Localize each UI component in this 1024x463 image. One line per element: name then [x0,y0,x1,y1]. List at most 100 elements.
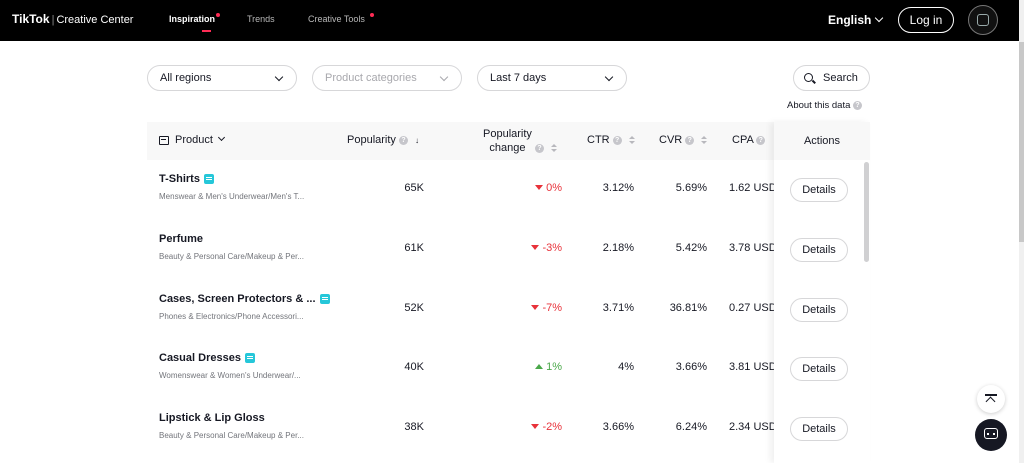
arrow-up-icon [535,363,544,369]
login-button[interactable]: Log in [898,7,954,33]
question-icon: ? [685,135,695,145]
product-name-text: Casual Dresses [159,352,241,364]
sort-down-icon: ↓ [415,135,420,145]
region-select[interactable]: All regions [147,65,297,91]
popularity-change-text: -2% [542,421,562,433]
arrow-down-icon [531,423,540,429]
product-category: Womenswear & Women's Underwear/... [159,371,301,380]
popularity-value: 52K [404,302,424,314]
ctr-value: 2.18% [602,242,634,254]
question-icon: ? [756,135,766,145]
cvr-value: 36.81% [669,302,707,314]
cvr-header-label: CVR [659,134,683,146]
creative-tools-notification-dot [370,13,374,17]
product-icon [159,135,169,145]
popularity-change-value: -3% [512,242,562,254]
cvr-value: 6.24% [675,421,707,433]
popularity-column-header[interactable]: Popularity ? ↓ [347,134,419,146]
cvr-column-header[interactable]: CVR ? [659,134,708,146]
ctr-column-header[interactable]: CTR ? [587,134,635,146]
period-select-value: Last 7 days [490,72,547,84]
cpa-value: 2.34 USD [729,421,774,433]
arrow-down-icon [531,304,540,310]
popularity-change-column-header[interactable]: Popularity change ? [483,127,558,155]
product-column-header[interactable]: Product [159,133,225,146]
sort-icon [551,143,558,153]
inspiration-notification-dot [216,13,220,17]
cpa-column-header[interactable]: CPA ? [732,134,766,146]
nav-link-inspiration[interactable]: Inspiration [169,14,216,24]
chevron-down-icon [274,72,284,82]
ctr-header-label: CTR [587,134,610,146]
details-button[interactable]: Details [790,298,848,322]
popularity-change-text: 0% [546,182,562,194]
table-row[interactable]: T-Shirts Menswear & Men's Underwear/Men's… [147,160,774,220]
table-scrollbar[interactable] [864,162,869,262]
page-scrollbar-thumb[interactable] [1019,42,1024,242]
sort-icon [628,135,635,145]
popularity-value: 38K [404,421,424,433]
chevron-down-icon [604,72,614,82]
table-header: Product Popularity ? ↓ Popularity change… [147,122,870,160]
popularity-change-header-label: Popularity [483,128,532,140]
popularity-change-value: -2% [512,421,562,433]
cvr-value: 5.69% [675,182,707,194]
table-row[interactable]: Lipstick & Lip Gloss Beauty & Personal Ca… [147,399,774,459]
actions-column: Actions [774,122,870,463]
details-button[interactable]: Details [790,178,848,202]
arrow-down-icon [531,244,540,250]
search-button[interactable]: Search [793,65,870,91]
brand-sub: Creative Center [56,14,134,26]
chevron-down-icon [439,72,449,82]
details-button[interactable]: Details [790,238,848,262]
product-name[interactable]: Perfume [159,233,203,245]
tag-icon [319,294,330,305]
product-name[interactable]: T-Shirts [159,173,214,185]
avatar[interactable] [968,5,998,35]
category-select[interactable]: Product categories [312,65,462,91]
popularity-change-value: 1% [512,361,562,373]
search-icon [804,73,813,82]
chat-icon [984,428,998,439]
nav-link-trends[interactable]: Trends [247,14,275,24]
cpa-header-label: CPA [732,134,754,146]
chevron-down-icon [875,13,884,23]
language-selector[interactable]: English [828,13,884,27]
product-category: Menswear & Men's Underwear/Men's T... [159,192,305,201]
table-row[interactable]: Casual Dresses Womenswear & Women's Under… [147,339,774,399]
details-button[interactable]: Details [790,417,848,441]
table-row[interactable]: Perfume Beauty & Personal Care/Makeup & P… [147,220,774,280]
about-this-data[interactable]: About this data ? [787,100,863,111]
tag-icon [203,174,214,185]
question-icon: ? [534,143,544,153]
cpa-value: 0.27 USD [729,302,774,314]
product-name[interactable]: Lipstick & Lip Gloss [159,412,265,424]
popularity-change-text: -7% [542,302,562,314]
page-scrollbar[interactable] [1019,0,1024,463]
chat-button[interactable] [975,419,1007,451]
back-to-top-button[interactable] [977,385,1005,413]
table-row[interactable]: Cases, Screen Protectors & ... Phones & E… [147,280,774,340]
popularity-change-header-label-2: change [489,142,526,154]
question-icon: ? [853,100,863,110]
cpa-value: 1.62 USD [729,182,774,194]
period-select[interactable]: Last 7 days [477,65,627,91]
details-button[interactable]: Details [790,357,848,381]
product-name[interactable]: Cases, Screen Protectors & ... [159,293,330,305]
cpa-value: 3.81 USD [729,361,774,373]
language-label: English [828,13,872,27]
top-nav: TikTok | Creative Center Inspiration Trend… [0,0,1024,41]
app-icon [977,14,989,26]
nav-link-creative-tools[interactable]: Creative Tools [308,14,365,24]
popularity-change-value: 0% [512,182,562,194]
about-label: About this data [787,100,851,111]
question-icon: ? [398,135,408,145]
brand-main: TikTok [12,12,50,26]
back-to-top-icon [985,394,997,396]
brand-logo[interactable]: TikTok | Creative Center [12,12,134,26]
cvr-value: 5.42% [675,242,707,254]
ctr-value: 4% [618,361,634,373]
product-name[interactable]: Casual Dresses [159,352,255,364]
product-category: Beauty & Personal Care/Makeup & Per... [159,252,304,261]
arrow-down-icon [535,184,544,190]
